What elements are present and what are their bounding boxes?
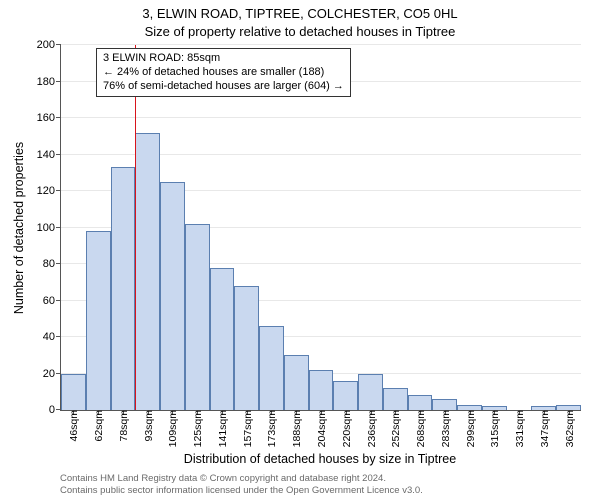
histogram-bar	[160, 182, 185, 410]
histogram-bar	[284, 355, 309, 410]
xtick-label: 331sqm	[512, 410, 526, 447]
ytick-label: 140	[37, 149, 61, 161]
annotation-line1: 3 ELWIN ROAD: 85sqm	[103, 52, 344, 66]
histogram-bar	[432, 399, 457, 410]
gridline	[61, 44, 581, 45]
footer-line2: Contains public sector information licen…	[60, 485, 580, 496]
xtick-label: 362sqm	[562, 410, 576, 447]
xtick-label: 347sqm	[537, 410, 551, 447]
ytick-label: 0	[49, 404, 61, 416]
xtick-label: 188sqm	[289, 410, 303, 447]
annotation-line3: 76% of semi-detached houses are larger (…	[103, 80, 344, 94]
histogram-bar	[482, 406, 507, 410]
histogram-bar	[259, 326, 284, 410]
histogram-bar	[333, 381, 358, 410]
histogram-bar	[383, 388, 408, 410]
xtick-label: 109sqm	[165, 410, 179, 447]
ytick-label: 40	[43, 331, 61, 343]
histogram-bar	[457, 405, 482, 410]
xtick-label: 125sqm	[190, 410, 204, 447]
xtick-label: 93sqm	[141, 410, 155, 442]
histogram-bar	[111, 167, 136, 410]
xtick-label: 173sqm	[264, 410, 278, 447]
xtick-label: 157sqm	[240, 410, 254, 447]
reference-line	[135, 45, 136, 410]
xtick-label: 204sqm	[314, 410, 328, 447]
histogram-bar	[86, 231, 111, 410]
chart-container: 3, ELWIN ROAD, TIPTREE, COLCHESTER, CO5 …	[0, 0, 600, 500]
y-axis-label: Number of detached properties	[12, 141, 26, 313]
histogram-bar	[556, 405, 581, 410]
xtick-label: 141sqm	[215, 410, 229, 447]
xtick-label: 236sqm	[364, 410, 378, 447]
xtick-label: 315sqm	[487, 410, 501, 447]
ytick-label: 200	[37, 39, 61, 51]
annotation-line2: ← 24% of detached houses are smaller (18…	[103, 66, 344, 80]
histogram-bar	[61, 374, 86, 411]
ytick-label: 100	[37, 222, 61, 234]
ytick-label: 180	[37, 76, 61, 88]
footer-line1: Contains HM Land Registry data © Crown c…	[60, 473, 580, 484]
ytick-label: 20	[43, 368, 61, 380]
plot-area: 3 ELWIN ROAD: 85sqm ← 24% of detached ho…	[60, 45, 581, 411]
histogram-bar	[531, 406, 556, 410]
xtick-label: 78sqm	[116, 410, 130, 442]
histogram-bar	[185, 224, 210, 410]
ytick-label: 120	[37, 185, 61, 197]
xtick-label: 62sqm	[91, 410, 105, 442]
chart-title-line1: 3, ELWIN ROAD, TIPTREE, COLCHESTER, CO5 …	[0, 6, 600, 21]
histogram-bar	[210, 268, 235, 410]
xtick-label: 268sqm	[413, 410, 427, 447]
y-axis-label-wrap: Number of detached properties	[12, 45, 26, 410]
xtick-label: 46sqm	[66, 410, 80, 442]
xtick-label: 299sqm	[463, 410, 477, 447]
ytick-label: 160	[37, 112, 61, 124]
histogram-bar	[309, 370, 334, 410]
gridline	[61, 117, 581, 118]
xtick-label: 283sqm	[438, 410, 452, 447]
histogram-bar	[135, 133, 160, 410]
chart-title-line2: Size of property relative to detached ho…	[0, 24, 600, 39]
ytick-label: 80	[43, 258, 61, 270]
histogram-bar	[408, 395, 433, 410]
ytick-label: 60	[43, 295, 61, 307]
xtick-label: 220sqm	[339, 410, 353, 447]
x-axis-label: Distribution of detached houses by size …	[60, 452, 580, 466]
histogram-bar	[234, 286, 259, 410]
annotation-box: 3 ELWIN ROAD: 85sqm ← 24% of detached ho…	[96, 48, 351, 97]
histogram-bar	[358, 374, 383, 411]
xtick-label: 252sqm	[388, 410, 402, 447]
footer-attribution: Contains HM Land Registry data © Crown c…	[60, 473, 580, 496]
